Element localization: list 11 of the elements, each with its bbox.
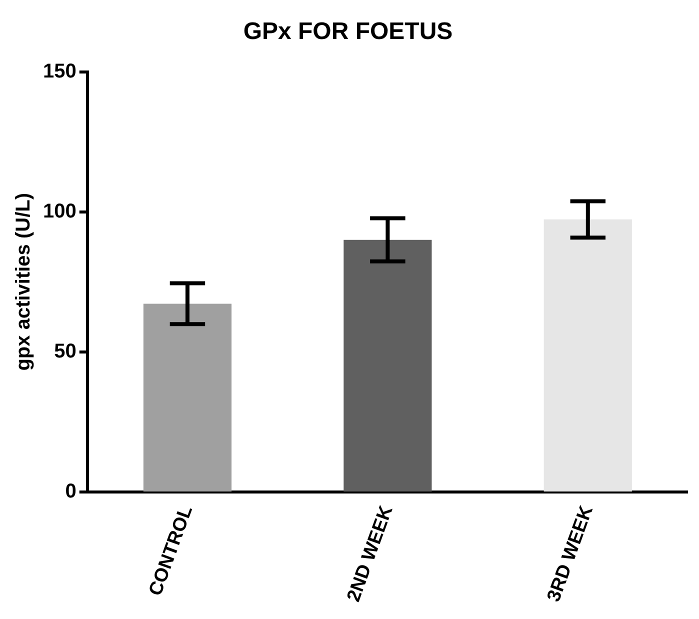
y-tick-label: 0 xyxy=(65,480,76,502)
x-tick-label: 3RD WEEK xyxy=(544,502,598,605)
y-tick-label: 150 xyxy=(42,60,76,82)
chart-title: GPx FOR FOETUS xyxy=(243,18,453,46)
y-tick-label: 100 xyxy=(42,200,76,222)
bar xyxy=(544,219,632,492)
y-axis-title: gpx activities (U/L) xyxy=(12,192,35,371)
y-tick-label: 50 xyxy=(54,340,76,362)
x-tick-label: 2ND WEEK xyxy=(343,502,398,605)
bar xyxy=(143,304,232,492)
bar xyxy=(344,240,432,492)
